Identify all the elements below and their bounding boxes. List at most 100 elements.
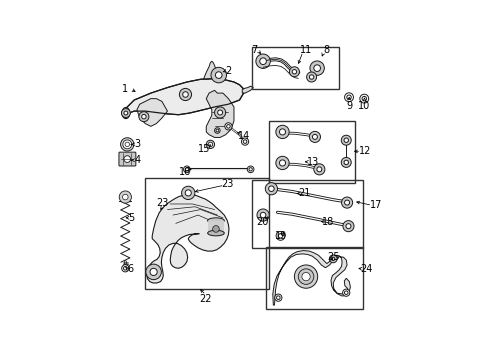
Circle shape <box>123 156 130 162</box>
Circle shape <box>280 161 284 165</box>
Circle shape <box>312 134 317 139</box>
Circle shape <box>317 168 320 171</box>
Circle shape <box>142 114 146 119</box>
Circle shape <box>342 289 349 296</box>
Circle shape <box>345 139 347 141</box>
Circle shape <box>261 213 264 217</box>
Text: 2: 2 <box>225 66 231 76</box>
Polygon shape <box>203 61 217 79</box>
Text: 14: 14 <box>237 131 249 141</box>
Circle shape <box>216 129 218 132</box>
Circle shape <box>294 265 317 288</box>
Text: 19: 19 <box>274 231 286 241</box>
Circle shape <box>345 161 347 163</box>
Circle shape <box>276 231 285 240</box>
Circle shape <box>275 125 288 139</box>
Circle shape <box>359 94 368 103</box>
Text: 20: 20 <box>256 217 268 227</box>
Bar <box>207 221 224 233</box>
Polygon shape <box>206 90 233 138</box>
Text: 22: 22 <box>199 294 211 304</box>
Circle shape <box>292 69 296 74</box>
Bar <box>265 247 362 309</box>
Circle shape <box>208 142 212 147</box>
Text: 15: 15 <box>198 144 210 154</box>
Circle shape <box>275 156 288 170</box>
Circle shape <box>121 138 134 151</box>
Circle shape <box>315 66 318 70</box>
Text: 1: 1 <box>122 84 128 94</box>
Polygon shape <box>137 99 167 126</box>
Circle shape <box>214 128 220 133</box>
Text: 10: 10 <box>357 100 369 111</box>
Polygon shape <box>123 79 243 115</box>
Circle shape <box>226 125 230 128</box>
Circle shape <box>280 130 284 134</box>
Circle shape <box>247 166 253 173</box>
Circle shape <box>255 54 270 68</box>
Text: 6: 6 <box>127 264 134 274</box>
Circle shape <box>274 294 282 301</box>
Circle shape <box>179 89 191 100</box>
Circle shape <box>151 270 155 274</box>
Bar <box>145 177 268 288</box>
Circle shape <box>313 65 320 72</box>
Circle shape <box>269 187 272 190</box>
Circle shape <box>122 265 129 272</box>
Circle shape <box>301 273 309 281</box>
Circle shape <box>306 72 316 82</box>
Circle shape <box>142 116 145 118</box>
Circle shape <box>278 234 282 238</box>
Circle shape <box>122 194 128 200</box>
Circle shape <box>344 160 348 165</box>
Circle shape <box>217 110 222 115</box>
Circle shape <box>121 109 130 117</box>
Circle shape <box>185 168 188 171</box>
Text: 23: 23 <box>156 198 168 208</box>
Text: 9: 9 <box>345 100 351 111</box>
Circle shape <box>293 71 295 73</box>
Text: 23: 23 <box>221 179 234 189</box>
Circle shape <box>185 190 191 196</box>
Circle shape <box>214 107 225 118</box>
Circle shape <box>210 67 226 83</box>
Text: 3: 3 <box>134 139 140 149</box>
Circle shape <box>265 183 277 195</box>
Text: 13: 13 <box>306 157 319 167</box>
Circle shape <box>316 167 321 172</box>
Circle shape <box>279 129 285 135</box>
Text: 25: 25 <box>327 252 339 262</box>
Circle shape <box>313 135 316 138</box>
Circle shape <box>344 200 349 205</box>
Text: 7: 7 <box>250 45 257 55</box>
Circle shape <box>332 258 333 260</box>
Circle shape <box>268 186 274 192</box>
Circle shape <box>139 112 148 122</box>
Circle shape <box>243 140 246 143</box>
FancyBboxPatch shape <box>119 152 136 166</box>
Circle shape <box>183 92 188 97</box>
Circle shape <box>260 212 265 218</box>
Circle shape <box>217 73 220 77</box>
Polygon shape <box>242 86 253 93</box>
Circle shape <box>248 168 252 171</box>
Ellipse shape <box>207 218 224 223</box>
Circle shape <box>215 72 222 78</box>
Circle shape <box>341 157 350 167</box>
Circle shape <box>261 59 264 63</box>
Bar <box>268 121 354 183</box>
Ellipse shape <box>207 230 224 236</box>
Circle shape <box>150 268 157 275</box>
Text: 17: 17 <box>369 201 381 210</box>
Text: 11: 11 <box>299 45 311 55</box>
Circle shape <box>344 291 347 294</box>
Circle shape <box>206 140 214 149</box>
Circle shape <box>341 135 350 145</box>
Circle shape <box>123 266 127 270</box>
Circle shape <box>344 138 348 143</box>
Circle shape <box>259 58 266 64</box>
Circle shape <box>328 255 336 263</box>
Text: 18: 18 <box>322 217 334 227</box>
Circle shape <box>183 166 190 173</box>
Circle shape <box>346 224 350 229</box>
